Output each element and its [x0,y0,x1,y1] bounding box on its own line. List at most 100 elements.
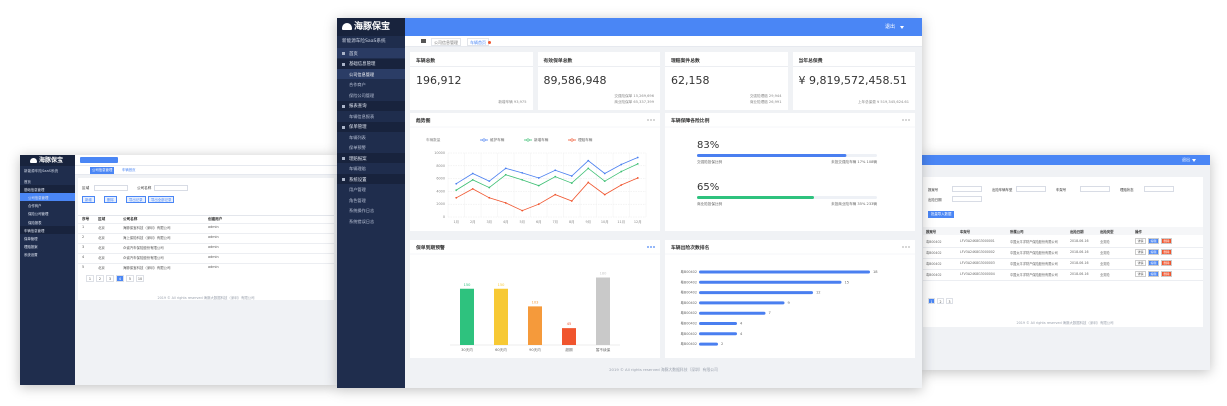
menu-item[interactable]: 公司信息管理 [337,69,405,79]
button[interactable]: 删除 [104,196,117,203]
menu-label: 用户管理 [349,187,366,192]
action-button[interactable]: 删除 [1161,260,1172,266]
menu-label: 保险公司管理 [349,92,375,98]
table-row-line [923,247,1203,248]
more-icon [908,119,910,121]
table-cell: 2018-06-16 [1070,272,1089,276]
page-button[interactable]: 5 [126,275,134,282]
action-button[interactable]: 详情 [1135,238,1146,244]
table-cell: 中国太平洋财产保险股份有限公司 [1010,240,1058,244]
menu-item[interactable]: 公司信息管理 [20,193,75,202]
kpi-title: 有效保单总数 [543,59,573,64]
series-point [537,203,540,206]
bar [699,270,870,274]
filter-input [94,185,128,191]
more-icon [650,246,652,248]
breadcrumb-tab[interactable]: 车辆首页 [467,37,489,46]
menu-item[interactable]: 系统错误日志 [337,216,405,226]
menu-item[interactable]: 合作商户 [20,202,75,210]
action-button[interactable]: 编辑 [1148,271,1159,277]
menu-item[interactable]: 保险报表 [20,218,75,226]
action-button[interactable]: 编辑 [1148,249,1159,255]
page-button[interactable]: 2 [96,275,104,282]
menu-item[interactable]: 车辆理赔 [337,164,405,174]
menu-group[interactable]: 报表查询 [337,100,405,111]
table-row-line [78,253,334,254]
button[interactable]: 批量导入数据 [928,211,955,218]
menu-group[interactable]: 系统设置 [337,174,405,184]
button[interactable]: 新增 [82,196,95,203]
button[interactable]: 导出记录 [126,196,146,203]
x-tick-label: 5月 [519,220,525,224]
menu-item[interactable]: 系统操作日志 [337,206,405,216]
page-button[interactable]: 1 [86,275,94,282]
bar-value-label: 7 [769,311,771,315]
action-button[interactable]: 编辑 [1148,260,1159,266]
table-cell: 粤B00402 [926,251,942,255]
bar [699,322,737,325]
menu-item[interactable]: 保单预警 [337,143,405,153]
x-tick-label: 4月 [503,220,509,224]
button[interactable]: 导出全部记录 [148,196,175,203]
action-button[interactable]: 详情 [1135,260,1146,266]
action-button[interactable]: 编辑 [1148,238,1159,244]
top-bar [337,18,922,36]
action-button[interactable]: 详情 [1135,249,1146,255]
progress-category: 交强险投保比例 [697,159,723,164]
chart-title: 趋势图 [416,119,431,124]
page-button[interactable]: 1 [928,298,935,304]
kpi-note: 交强险理赔 29,944 [749,94,782,98]
footer: 2019 © All rights reserved 海豚大数据科技（深圳）有限… [609,367,718,372]
menu-group[interactable]: 首页 [337,48,405,58]
tab[interactable]: 车辆首页 [122,168,136,172]
menu-item[interactable]: 首页 [20,177,75,185]
user-menu[interactable]: 退出 [885,24,896,30]
table-cell: 众诚汽车保险股份有限公司 [123,246,164,250]
menu-group[interactable]: 理赔报案 [337,153,405,163]
table-row-line [78,263,334,264]
kpi-value: 89,586,948 [543,74,607,87]
menu-item[interactable]: 基础信息管理 [20,185,75,194]
page-button[interactable]: 2 [937,298,944,304]
chart: 150 30天内 150 60天内 103 90天内 45 超期 180 暂不续保 [410,246,660,352]
breadcrumb-tab[interactable]: 公司信息管理 [431,37,461,46]
menu-item[interactable]: 角色管理 [337,195,405,205]
menu-label: 首页 [24,179,31,184]
chart-card: 83% 交强险投保比例 未投交强险车辆 17% 108辆 65% 商业险投保比例 未投商业… [665,113,915,231]
bar [460,288,474,345]
action-button[interactable]: 删除 [1161,238,1172,244]
user-menu[interactable]: 退出 [1182,157,1190,162]
breadcrumb-bar [405,36,922,47]
filter-input [1144,186,1174,192]
page-button[interactable]: 10 [136,275,144,282]
action-button[interactable]: 详情 [1135,271,1146,277]
menu-item[interactable]: 用户管理 [337,185,405,195]
menu-item[interactable]: 合作商户 [337,80,405,90]
kpi-card: 当年总保费 ¥ 9,819,572,458.51 上年总保费 ¥ 519,345,6… [792,52,915,110]
menu-item[interactable]: 保险公司管理 [337,90,405,100]
page-button[interactable]: 3 [946,298,953,304]
menu-item[interactable]: 车辆信息管理 [20,226,75,235]
page-button[interactable]: 3 [106,275,114,282]
menu-item[interactable]: 保单管理 [20,234,75,242]
chart-title: 保单到期预警 [416,246,445,251]
menu-group[interactable]: 保单管理 [337,121,405,132]
kpi-title: 当年总保费 [798,59,823,64]
menu-item[interactable]: 车辆信息报表 [337,111,405,121]
menu-group[interactable]: 基础信息管理 [337,58,405,69]
series-point [570,175,573,177]
action-button[interactable]: 删除 [1161,271,1172,277]
menu-item[interactable]: 理赔报案 [20,243,75,251]
series-point [455,196,458,199]
page-button[interactable]: 4 [116,275,124,282]
series-point [521,178,524,181]
menu-item[interactable]: 系统设置 [20,251,75,259]
chart: 车辆数量 0 2000 4000 6000 8000 10000 1月 2月 3月 4月 5月 6月 7月… [410,119,660,224]
menu-item[interactable]: 车辆列表 [337,132,405,142]
table-cell: 3 [82,245,85,249]
tab[interactable]: 公司信息管理 [90,167,115,174]
menu-item[interactable]: 保险公司管理 [20,210,75,218]
action-button[interactable]: 删除 [1161,249,1172,255]
bar-value-label: 18 [873,270,878,274]
footer: 2019 © All rights reserved 海豚大数据科技（深圳）有限… [1016,321,1114,325]
